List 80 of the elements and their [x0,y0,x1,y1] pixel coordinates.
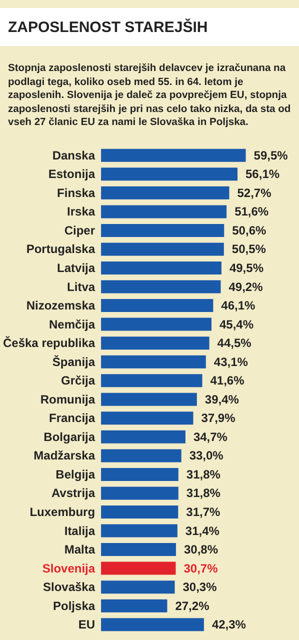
bar [101,355,206,368]
data-label: 49,2% [228,280,264,294]
y-tick-label: EU [78,618,96,632]
data-label: 30,7% [184,561,218,576]
bar [101,186,230,200]
chart-title: ZAPOSLENOST STAREJŠIH [8,18,208,36]
data-label: 50,5% [232,242,266,256]
bar [101,412,194,425]
data-label: 37,9% [201,411,236,426]
y-tick-label: Italija [64,524,96,538]
y-tick-label: Madžarska [34,448,96,463]
bar [101,580,175,594]
data-label: 43,1% [214,354,248,369]
bar [101,468,178,481]
bar [101,618,204,632]
y-tick-label: Španija [52,354,96,369]
y-tick-label: Grčija [61,374,96,388]
y-tick-label: Belgija [56,467,96,482]
bar [101,486,178,500]
bar [101,430,186,444]
data-label: 42,3% [212,618,246,632]
data-label: 49,5% [229,261,264,275]
bar [101,205,227,218]
data-label: 31,8% [186,486,221,500]
chart-subtitle: Stopnja zaposlenosti starejših delavcev je izračunana na podlagi tega, koliko oseb med 55. in 64. letom je zaposlenih. Slovenija je daleč za povprečjem EU, stopnja zaposlenosti starejših je pri nas celo tako nizka, da sta od vseh 27 članic EU za nami le Slovaška in Poljska. [7,62,292,130]
bar [101,242,224,256]
y-tick-label: Slovenija [42,561,96,576]
data-label: 34,7% [193,430,228,444]
y-tick-label: Irska [67,204,96,219]
y-tick-label: Nemčija [49,317,96,332]
data-label: 30,8% [184,542,218,557]
y-tick-label: Češka republika [3,336,96,350]
data-label: 46,1% [221,298,256,313]
data-label: 30,3% [182,580,218,594]
bar [101,336,210,350]
bar [101,318,212,331]
bar [101,449,182,462]
y-tick-label: Portugalska [26,242,96,256]
y-tick-label: Finska [57,186,96,200]
data-label: 31,7% [186,505,221,519]
y-tick-label: Estonija [48,167,96,182]
data-label: 39,4% [204,392,240,406]
data-label: 31,4% [185,524,220,538]
bar [101,299,214,312]
data-label: 56,1% [246,167,280,182]
data-label: 44,5% [217,336,252,350]
y-tick-label: Avstrija [51,486,96,500]
y-tick-label: Bolgarija [44,430,96,444]
bar [101,224,224,237]
y-tick-label: Slovaška [43,580,96,594]
y-tick-label: Luxemburg [30,505,96,519]
data-label: 51,6% [234,204,269,219]
y-tick-label: Nizozemska [26,298,96,313]
bar [101,506,178,518]
bar [101,392,197,406]
bar [101,524,178,538]
bar [101,599,168,612]
data-label: 27,2% [175,598,210,613]
bar [101,168,238,181]
data-label: 52,7% [237,186,272,200]
data-label: 59,5% [254,148,288,162]
y-tick-label: Latvija [57,261,96,275]
bar [101,374,202,388]
y-tick-label: Danska [52,148,96,162]
data-label: 45,4% [219,317,254,332]
data-label: 31,8% [186,467,221,482]
y-tick-label: Poljska [53,598,96,613]
bar [101,262,222,274]
data-label: 50,6% [232,223,266,238]
y-tick-label: Malta [64,542,96,557]
bar [101,148,246,162]
data-label: 33,0% [189,448,224,463]
bar [101,562,176,575]
y-tick-label: Litva [67,280,96,294]
bar [101,543,176,556]
y-tick-label: Ciper [64,223,96,238]
bar [101,280,221,294]
y-tick-label: Romunija [40,392,96,406]
data-label: 41,6% [210,374,245,388]
y-tick-label: Francija [49,411,96,426]
